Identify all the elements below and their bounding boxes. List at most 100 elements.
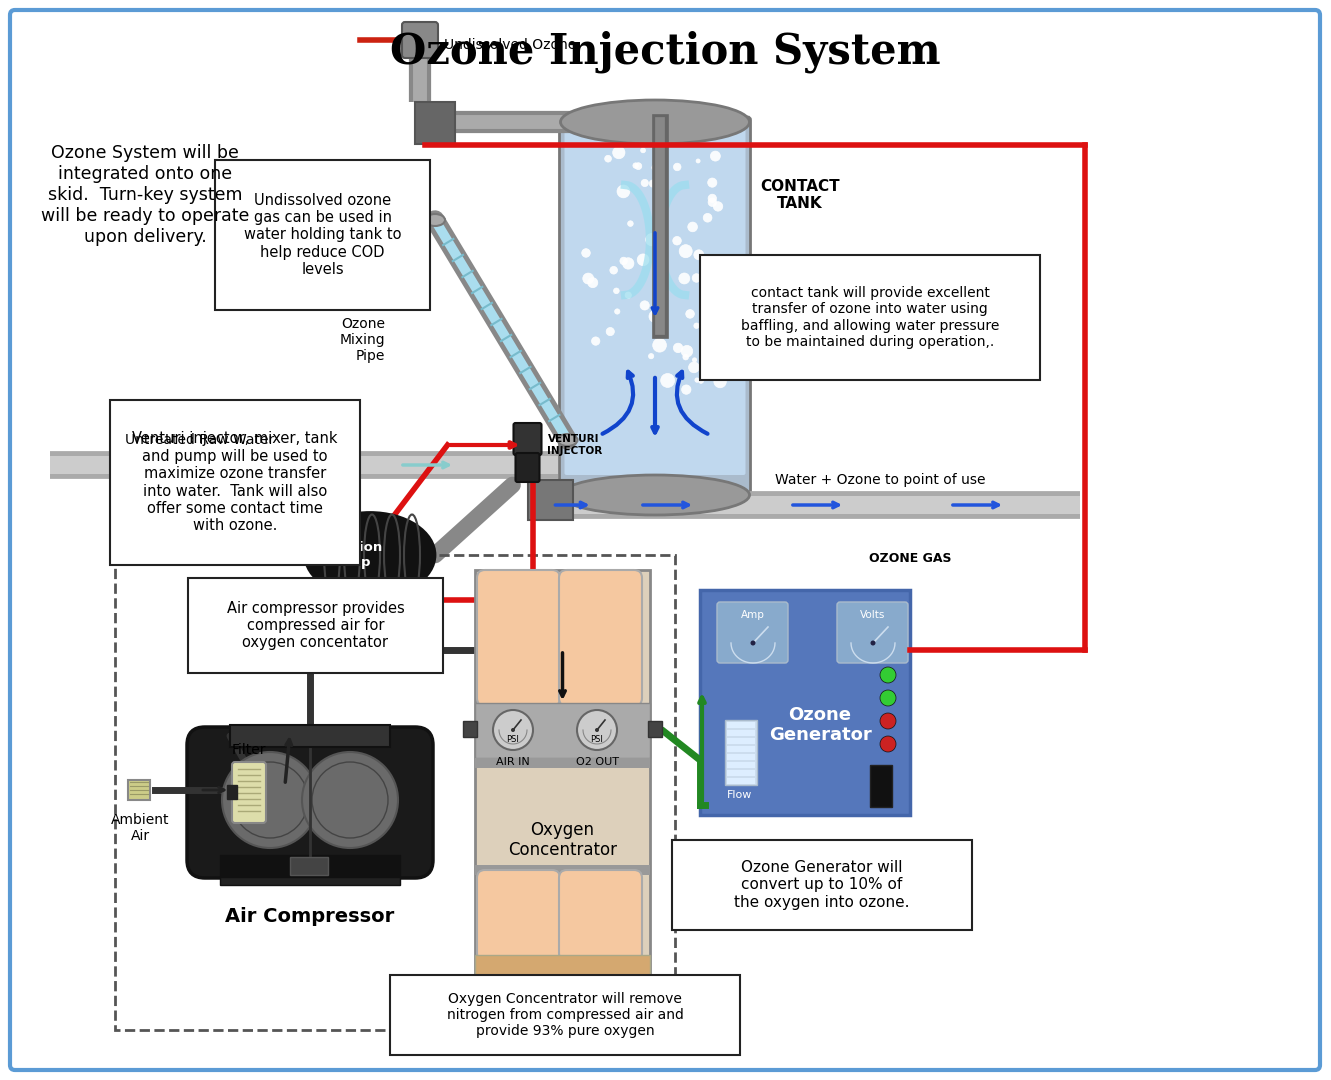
Text: Oxygen
Concentrator: Oxygen Concentrator: [508, 821, 618, 860]
Ellipse shape: [305, 513, 435, 597]
Circle shape: [511, 728, 515, 732]
Bar: [727, 738, 755, 744]
Circle shape: [751, 640, 756, 646]
Circle shape: [652, 164, 659, 171]
Circle shape: [688, 362, 699, 373]
Bar: [727, 746, 755, 752]
Circle shape: [614, 288, 619, 294]
Text: PSI: PSI: [507, 735, 519, 744]
Text: contact tank will provide excellent
transfer of ozone into water using
baffling,: contact tank will provide excellent tran…: [741, 286, 1000, 349]
FancyBboxPatch shape: [186, 727, 433, 878]
Circle shape: [880, 690, 896, 706]
Bar: [475, 865, 650, 875]
Circle shape: [703, 214, 712, 222]
Text: Venturi injector, mixer, tank
and pump will be used to
maximize ozone transfer
i: Venturi injector, mixer, tank and pump w…: [132, 432, 338, 534]
Bar: [475, 955, 650, 980]
Text: Ambient
Air: Ambient Air: [110, 813, 169, 843]
Circle shape: [588, 278, 598, 287]
Text: Undissolved ozone
gas can be used in
water holding tank to
help reduce COD
level: Undissolved ozone gas can be used in wat…: [244, 192, 401, 278]
Circle shape: [626, 292, 631, 298]
Circle shape: [708, 178, 717, 187]
Circle shape: [708, 198, 716, 206]
Text: O2 OUT: O2 OUT: [575, 757, 619, 767]
Circle shape: [302, 752, 398, 848]
Circle shape: [681, 346, 692, 357]
Circle shape: [692, 357, 696, 362]
Circle shape: [222, 752, 318, 848]
Bar: [220, 877, 401, 885]
Circle shape: [591, 337, 600, 346]
Circle shape: [688, 222, 697, 232]
FancyBboxPatch shape: [515, 453, 539, 482]
FancyBboxPatch shape: [188, 578, 443, 673]
Bar: [648, 721, 662, 737]
FancyBboxPatch shape: [559, 870, 642, 961]
FancyBboxPatch shape: [476, 570, 560, 706]
Circle shape: [582, 248, 591, 257]
FancyBboxPatch shape: [110, 400, 359, 565]
Circle shape: [713, 375, 727, 388]
Text: Untreated Raw Water: Untreated Raw Water: [125, 433, 274, 447]
Bar: [228, 785, 237, 799]
Text: Amp: Amp: [741, 610, 765, 620]
Circle shape: [650, 179, 656, 187]
FancyBboxPatch shape: [672, 840, 972, 930]
Bar: [700, 590, 910, 815]
Circle shape: [620, 257, 627, 265]
FancyBboxPatch shape: [514, 423, 542, 455]
Circle shape: [708, 194, 716, 203]
Bar: [727, 730, 755, 735]
FancyBboxPatch shape: [390, 975, 740, 1055]
Circle shape: [652, 338, 667, 352]
FancyBboxPatch shape: [837, 602, 908, 663]
Bar: [727, 778, 755, 784]
Circle shape: [638, 254, 650, 266]
Circle shape: [880, 735, 896, 752]
Circle shape: [632, 163, 639, 168]
Bar: [870, 765, 892, 807]
FancyBboxPatch shape: [11, 10, 1320, 1070]
Ellipse shape: [558, 434, 578, 446]
Text: Air Compressor: Air Compressor: [225, 907, 394, 926]
Text: Ozone
Mixing
Pipe: Ozone Mixing Pipe: [339, 316, 385, 363]
Circle shape: [646, 233, 658, 246]
Text: Ozone Generator will
convert up to 10% of
the oxygen into ozone.: Ozone Generator will convert up to 10% o…: [735, 860, 910, 909]
Text: Injection
Pump: Injection Pump: [317, 541, 382, 569]
Text: AIR IN: AIR IN: [496, 757, 530, 767]
Bar: [727, 762, 755, 768]
Text: VENTURI
INJECTOR: VENTURI INJECTOR: [547, 434, 603, 456]
Circle shape: [711, 151, 720, 161]
Bar: [527, 480, 572, 519]
Circle shape: [673, 163, 681, 171]
Bar: [727, 723, 755, 728]
FancyBboxPatch shape: [559, 570, 642, 706]
Bar: [475, 570, 650, 980]
Text: CONTACT
TANK: CONTACT TANK: [760, 179, 840, 212]
Circle shape: [672, 237, 681, 245]
Bar: [220, 855, 401, 877]
Circle shape: [685, 310, 695, 319]
Circle shape: [693, 249, 704, 260]
Text: Flow: Flow: [727, 789, 753, 800]
Bar: [415, 102, 455, 144]
FancyBboxPatch shape: [564, 129, 745, 475]
Circle shape: [679, 245, 692, 258]
Circle shape: [606, 327, 615, 336]
Ellipse shape: [425, 214, 445, 226]
Bar: [727, 770, 755, 777]
Circle shape: [578, 710, 618, 750]
Bar: [463, 721, 476, 737]
Bar: [475, 758, 650, 768]
Text: Filter: Filter: [232, 743, 266, 757]
Circle shape: [648, 353, 654, 359]
Circle shape: [679, 273, 689, 284]
Circle shape: [880, 713, 896, 729]
Bar: [727, 754, 755, 760]
FancyBboxPatch shape: [476, 870, 560, 961]
FancyBboxPatch shape: [216, 160, 430, 310]
Bar: [230, 725, 390, 747]
Circle shape: [709, 257, 720, 268]
Circle shape: [716, 315, 721, 320]
Bar: [315, 595, 425, 607]
Circle shape: [880, 667, 896, 683]
